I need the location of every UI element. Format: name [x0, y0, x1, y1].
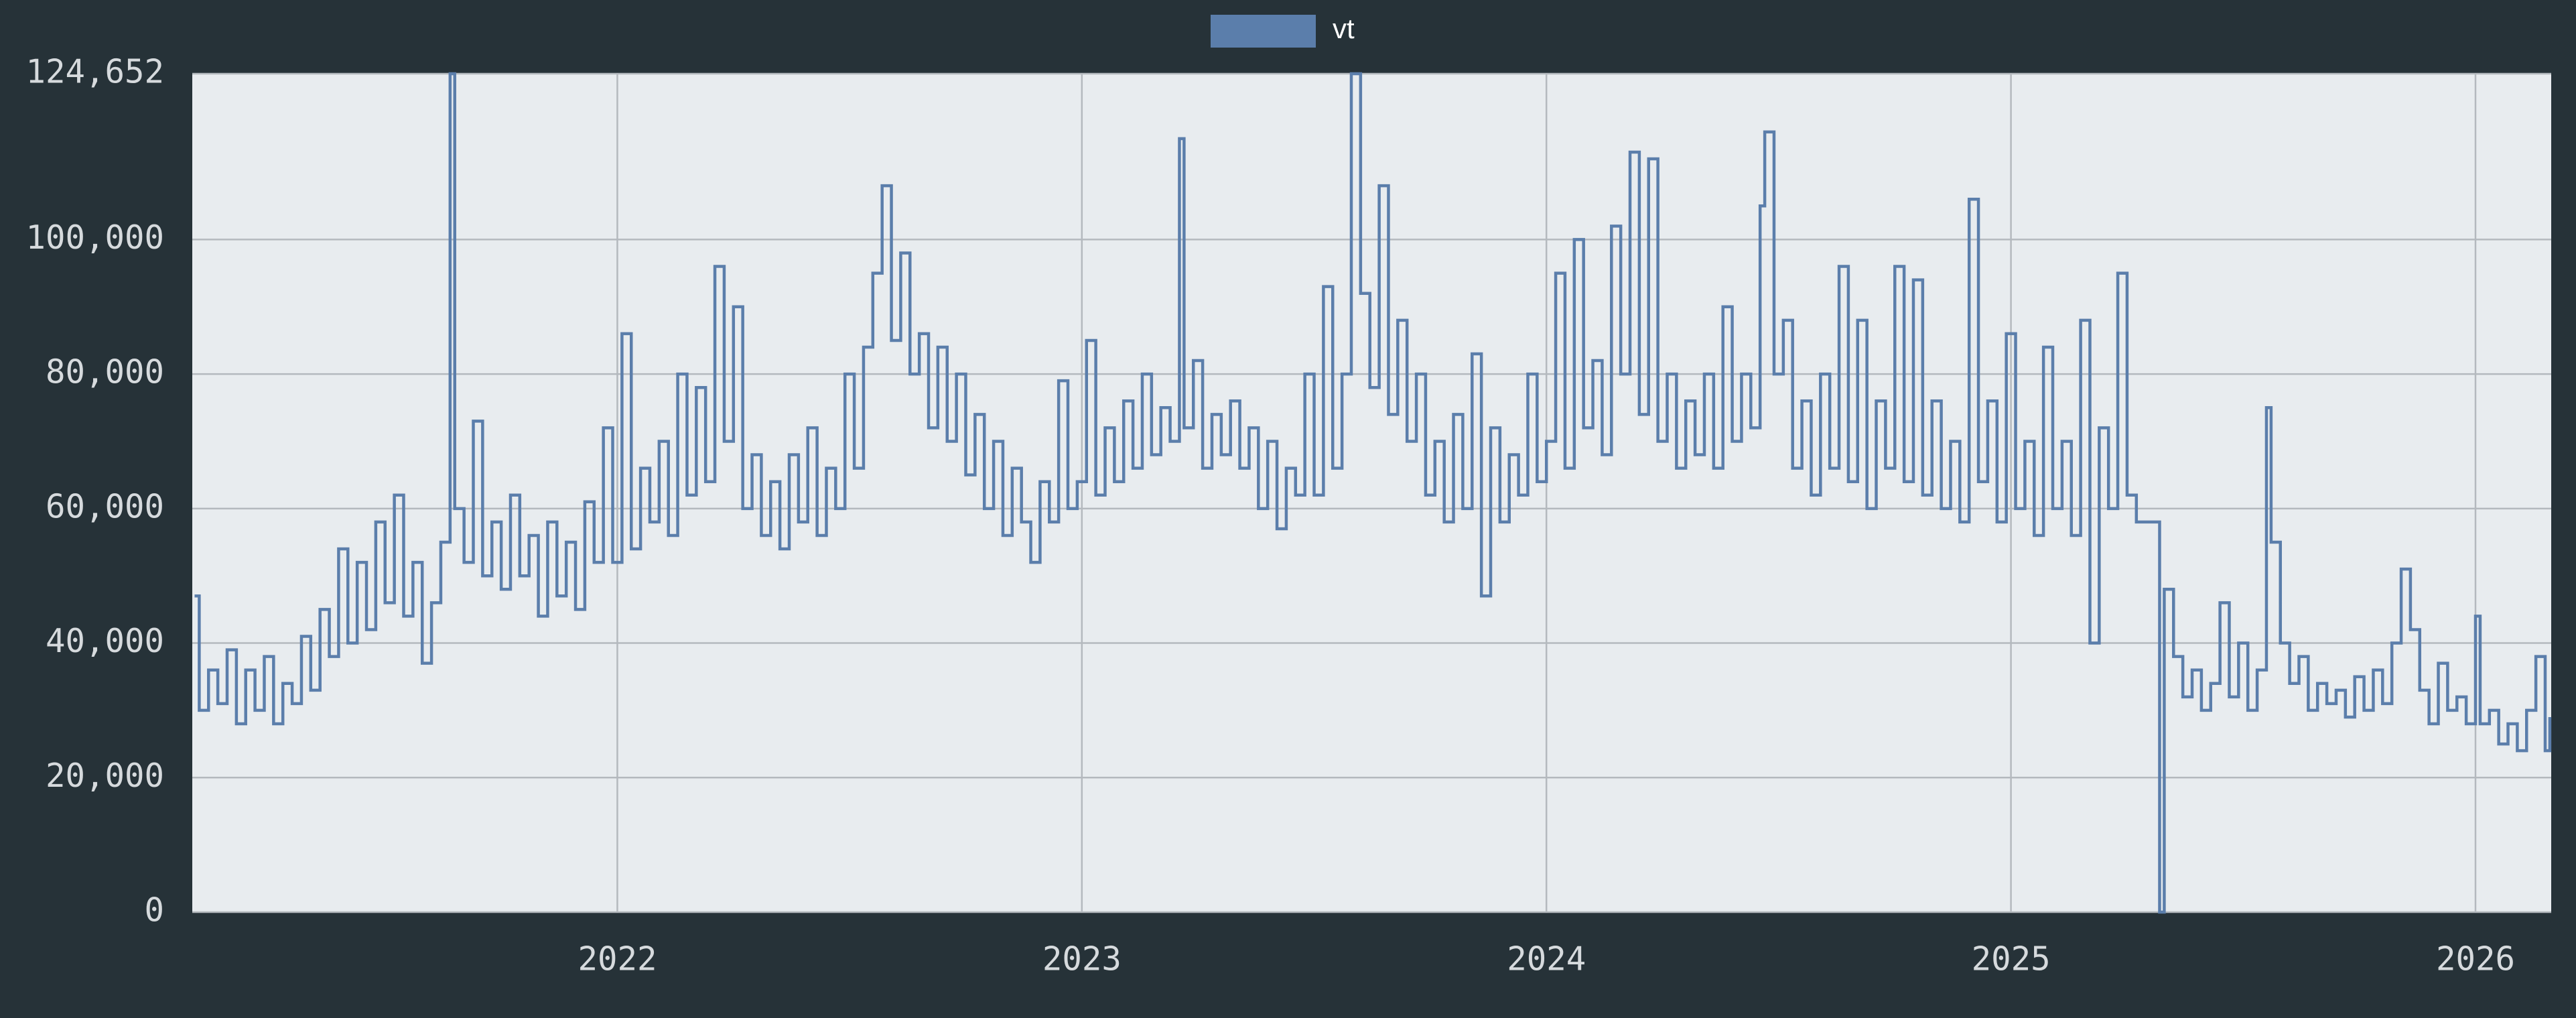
series-line: [194, 72, 2552, 914]
legend-label: vt: [1333, 13, 1355, 44]
y-tick-label: 20,000: [46, 757, 164, 795]
y-tick-label: 0: [144, 891, 164, 930]
y-tick-label: 40,000: [46, 622, 164, 660]
x-tick-label: 2024: [1507, 940, 1586, 978]
x-tick-label: 2022: [578, 940, 657, 978]
y-tick-label: 60,000: [46, 487, 164, 525]
plot-area: [192, 74, 2551, 912]
x-tick-label: 2025: [1972, 940, 2051, 978]
y-tick-label: 124,652: [25, 53, 164, 91]
y-tick-label: 80,000: [46, 353, 164, 391]
x-tick-label: 2026: [2436, 940, 2515, 978]
y-tick-label: 100,000: [25, 218, 164, 257]
x-tick-label: 2023: [1042, 940, 1122, 978]
legend-swatch: [1211, 15, 1316, 48]
